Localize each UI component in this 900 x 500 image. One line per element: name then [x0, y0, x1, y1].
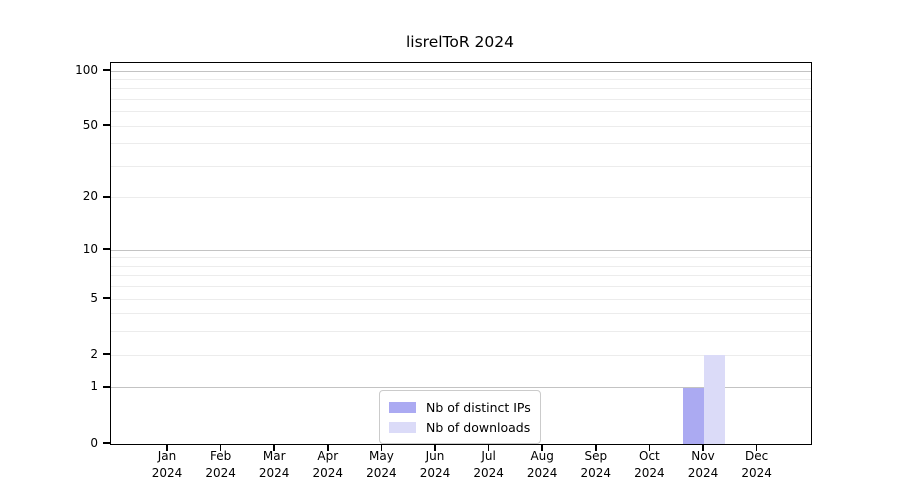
legend-swatch — [389, 401, 416, 413]
x-tick-mark — [702, 444, 704, 451]
legend: Nb of distinct IPs Nb of downloads — [379, 390, 541, 444]
legend-entry: Nb of downloads — [389, 417, 531, 437]
x-tick-label-line: 2024 — [419, 466, 451, 480]
y-tick-label: 0 — [90, 435, 98, 450]
y-minor-gridline — [111, 165, 811, 167]
y-tick-label: 100 — [75, 62, 98, 77]
plot-area: Nb of distinct IPs Nb of downloads — [110, 62, 812, 445]
y-minor-gridline — [111, 111, 811, 113]
x-tick-label-line: Aug — [530, 449, 554, 463]
y-minor-gridline — [111, 275, 811, 277]
y-tick-mark — [103, 442, 110, 444]
y-tick-mark — [103, 69, 110, 71]
x-tick-label: Feb 2024 — [181, 448, 261, 482]
y-tick-mark — [103, 124, 110, 126]
y-minor-gridline — [111, 125, 811, 127]
y-major-gridline — [111, 249, 811, 251]
x-tick-mark — [487, 444, 490, 451]
y-tick-label: 2 — [90, 346, 98, 361]
y-major-gridline — [111, 387, 811, 389]
x-tick-mark — [541, 444, 543, 451]
x-tick-mark — [434, 444, 436, 451]
x-tick-label: Jul 2024 — [449, 448, 529, 482]
x-tick-label: Nov 2024 — [663, 448, 743, 482]
x-tick-label-line: 2024 — [205, 466, 236, 480]
x-tick-label-line: 2024 — [687, 466, 719, 480]
x-tick-label-line: Jun — [425, 449, 445, 463]
x-tick-label: Apr 2024 — [288, 448, 368, 482]
x-tick-mark — [166, 444, 168, 451]
x-tick-label-line: 2024 — [526, 466, 558, 480]
y-tick-mark — [103, 386, 110, 388]
y-minor-gridline — [111, 78, 811, 80]
y-minor-gridline — [111, 88, 811, 90]
y-major-gridline — [111, 70, 811, 72]
x-tick-label-line: 2024 — [151, 466, 183, 480]
legend-label: Nb of downloads — [426, 419, 531, 435]
y-tick-label: 20 — [82, 189, 98, 204]
x-tick-label-line: Feb — [209, 449, 232, 463]
x-tick-label: May 2024 — [341, 448, 421, 482]
x-tick-label-line: Dec — [744, 449, 769, 463]
x-tick-label-line: 2024 — [258, 466, 290, 480]
x-tick-label: Sep 2024 — [556, 448, 636, 482]
bar-nb-of-downloads — [704, 355, 725, 444]
y-minor-gridline — [111, 265, 811, 267]
x-tick-label-line: Nov — [691, 449, 715, 463]
y-minor-gridline — [111, 286, 811, 288]
x-tick-mark — [648, 444, 651, 451]
x-tick-label-line: 2024 — [312, 466, 344, 480]
x-tick-label-line: Oct — [639, 449, 660, 463]
y-tick-label: 1 — [90, 379, 98, 394]
legend-entry: Nb of distinct IPs — [389, 397, 531, 417]
y-tick-mark — [103, 248, 110, 250]
x-tick-label-line: 2024 — [634, 466, 665, 480]
x-tick-label: Aug 2024 — [502, 448, 582, 482]
x-tick-label-line: Jan — [157, 449, 177, 463]
x-tick-label-line: Sep — [584, 449, 608, 463]
y-minor-gridline — [111, 313, 811, 315]
y-minor-gridline — [111, 197, 811, 199]
x-tick-mark — [327, 444, 329, 451]
x-tick-label-line: Mar — [262, 449, 286, 463]
x-tick-mark — [380, 444, 383, 451]
x-tick-mark — [219, 444, 222, 451]
x-tick-label-line: May — [368, 449, 394, 463]
x-tick-label: Mar 2024 — [234, 448, 314, 482]
y-tick-mark — [103, 353, 110, 355]
x-tick-label-line: 2024 — [366, 466, 397, 480]
x-tick-label: Jan 2024 — [127, 448, 207, 482]
y-tick-label: 10 — [82, 241, 98, 256]
chart-title: lisrelToR 2024 — [405, 33, 515, 51]
y-tick-label: 50 — [82, 117, 98, 132]
x-tick-label-line: 2024 — [741, 466, 772, 480]
x-tick-label-line: Apr — [317, 449, 339, 463]
y-minor-gridline — [111, 331, 811, 333]
legend-label: Nb of distinct IPs — [426, 399, 531, 415]
x-tick-label: Dec 2024 — [717, 448, 797, 482]
y-minor-gridline — [111, 98, 811, 100]
y-minor-gridline — [111, 143, 811, 145]
y-tick-label: 5 — [90, 290, 98, 305]
x-tick-label: Jun 2024 — [395, 448, 475, 482]
y-minor-gridline — [111, 298, 811, 300]
x-tick-label-line: Jul — [481, 449, 496, 463]
x-tick-label: Oct 2024 — [609, 448, 689, 482]
y-minor-gridline — [111, 354, 811, 356]
y-tick-mark — [103, 196, 110, 198]
bar-nb-of-distinct-ips — [683, 387, 704, 444]
legend-swatch — [389, 421, 416, 433]
y-minor-gridline — [111, 257, 811, 259]
y-tick-mark — [103, 297, 110, 299]
x-tick-mark — [595, 444, 597, 451]
x-tick-mark — [755, 444, 758, 451]
x-tick-label-line: 2024 — [473, 466, 504, 480]
x-tick-label-line: 2024 — [580, 466, 612, 480]
x-tick-mark — [273, 444, 275, 451]
